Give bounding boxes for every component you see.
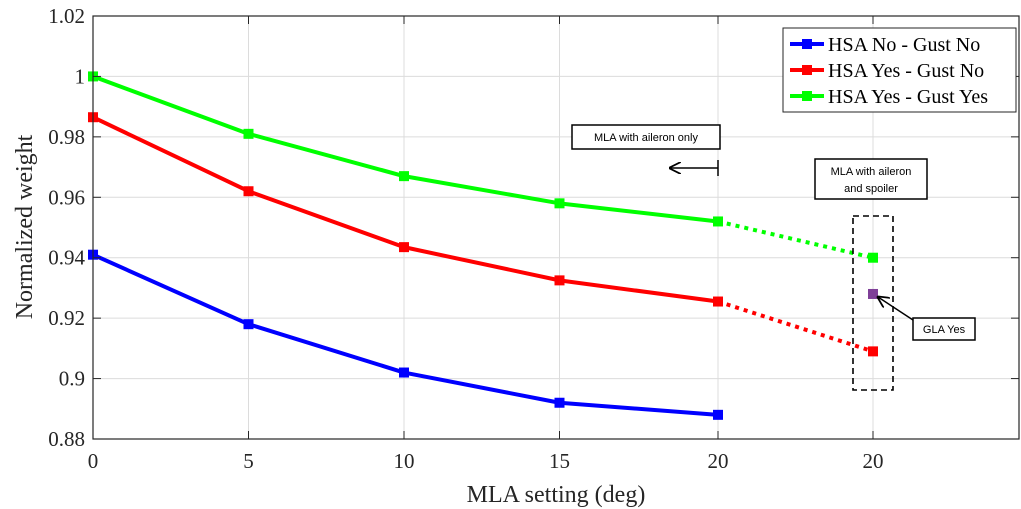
annotation-aileron-only-box — [571, 124, 721, 150]
y-tick-label: 0.92 — [48, 306, 85, 330]
legend-label: HSA Yes - Gust Yes — [828, 86, 988, 108]
annotation-aileron-spoiler-box — [814, 158, 928, 200]
y-tick-label: 0.9 — [59, 367, 85, 391]
x-tick-label: 0 — [88, 449, 99, 473]
data-point-marker — [868, 346, 878, 357]
data-point-marker — [713, 409, 723, 420]
x-tick-label: 10 — [394, 449, 415, 473]
data-point-marker — [243, 319, 254, 330]
data-point-marker — [399, 367, 409, 378]
axes-box — [92, 15, 1020, 440]
series-1 — [88, 112, 878, 357]
legend-swatch-marker — [802, 91, 812, 101]
data-point-marker — [868, 252, 878, 263]
annotation-aileron-only-text: MLA with aileron only — [594, 132, 698, 144]
legend-item-hsa-yes-gust-no: HSA Yes - Gust No — [790, 60, 984, 82]
annotation-aileron-spoiler: MLA with aileron and spoiler — [814, 158, 928, 391]
x-tick-label: 20 — [708, 449, 729, 473]
data-point-marker — [554, 397, 565, 408]
data-point-marker — [243, 186, 254, 197]
data-point-marker — [399, 242, 409, 253]
y-tick-label: 1 — [75, 64, 86, 88]
data-point-marker — [713, 296, 723, 307]
y-tick-label: 0.96 — [48, 185, 85, 209]
legend-item-hsa-no-gust-no: HSA No - Gust No — [790, 34, 980, 56]
data-point-marker — [399, 171, 409, 182]
data-point-marker — [713, 216, 723, 227]
annotation-gla-text: GLA Yes — [923, 324, 966, 336]
y-tick-label: 1.02 — [48, 4, 85, 28]
spoiler-points-highlight-box — [852, 215, 894, 391]
annotation-gla-box — [912, 317, 976, 341]
legend-swatch-marker — [802, 65, 812, 75]
legend-label: HSA No - Gust No — [828, 34, 980, 56]
annotation-aileron-spoiler-line2: and spoiler — [844, 183, 898, 195]
gla-pointer-arrow-icon — [878, 297, 914, 321]
legend-label: HSA Yes - Gust No — [828, 60, 984, 82]
annotation-aileron-only: MLA with aileron only — [571, 124, 721, 176]
y-axis-label: Normalized weight — [12, 134, 38, 319]
series-layer — [88, 71, 878, 420]
annotation-aileron-spoiler-line1: MLA with aileron — [831, 166, 912, 178]
data-point-marker — [554, 198, 565, 209]
y-tick-label: 0.98 — [48, 125, 85, 149]
x-tick-label: 15 — [549, 449, 570, 473]
data-point-marker — [243, 128, 254, 139]
annotation-gla: GLA Yes — [878, 297, 976, 341]
legend-swatch-marker — [802, 39, 812, 49]
x-axis-label: MLA setting (deg) — [467, 482, 646, 508]
series-extension-line — [717, 299, 874, 354]
legend: HSA No - Gust No HSA Yes - Gust No HSA Y… — [782, 27, 1017, 113]
tick-layer: 0 5 10 15 20 20 0.88 0.9 0.92 0.94 0.96 0.98 1 1.02 — [48, 4, 1019, 473]
x-tick-label: 5 — [243, 449, 254, 473]
x-tick-label: 20 — [863, 449, 884, 473]
y-tick-label: 0.88 — [48, 427, 85, 451]
legend-item-hsa-yes-gust-yes: HSA Yes - Gust Yes — [790, 86, 988, 108]
data-point-marker — [554, 275, 565, 286]
y-tick-label: 0.94 — [48, 246, 85, 270]
gla-point-marker — [868, 288, 878, 299]
